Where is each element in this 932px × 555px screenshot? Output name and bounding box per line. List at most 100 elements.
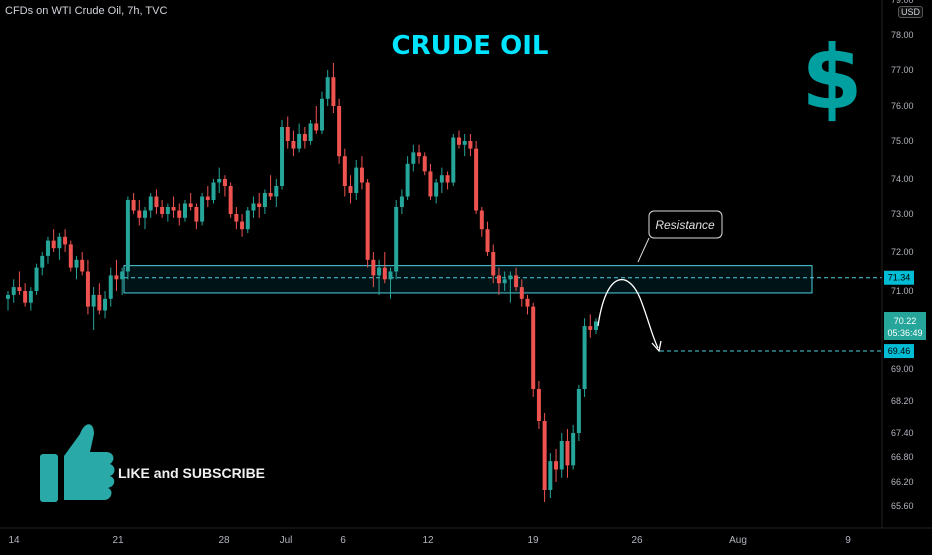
candle xyxy=(319,91,324,134)
candle-body xyxy=(399,196,404,207)
candle xyxy=(354,160,359,200)
thumbs-up-hand xyxy=(64,424,115,500)
resistance-callout-pointer xyxy=(637,237,650,263)
thumbs-up-icon xyxy=(40,424,115,502)
candle xyxy=(405,156,410,200)
like-subscribe-text: LIKE and SUBSCRIBE xyxy=(118,465,265,481)
candle-body xyxy=(354,167,359,193)
candle-body xyxy=(331,77,336,106)
candle-body xyxy=(194,207,199,222)
time-tick: 19 xyxy=(527,535,539,546)
price-tick: 69.00 xyxy=(891,364,914,374)
candle xyxy=(268,175,273,200)
candle xyxy=(371,252,376,288)
candle-body xyxy=(137,210,142,218)
candle-body xyxy=(80,259,85,272)
candle xyxy=(388,267,393,299)
candle-body xyxy=(222,179,227,186)
candle xyxy=(28,287,33,311)
candle xyxy=(331,63,336,113)
projection-arrow xyxy=(597,279,659,349)
price-tick: 66.80 xyxy=(891,452,914,462)
candle-body xyxy=(519,287,524,299)
candle xyxy=(222,175,227,197)
candle-body xyxy=(348,186,353,193)
currency-badge[interactable]: USD xyxy=(898,6,924,18)
candle xyxy=(108,267,113,307)
candle xyxy=(337,98,342,164)
candle xyxy=(514,267,519,291)
candle xyxy=(468,134,473,157)
candle xyxy=(302,127,307,149)
candle xyxy=(148,193,153,218)
candle-body xyxy=(205,196,210,200)
time-tick: 9 xyxy=(845,535,851,546)
price-tick: 68.20 xyxy=(891,396,914,406)
candle xyxy=(588,314,593,338)
candle-body xyxy=(188,203,193,207)
candle-body xyxy=(125,200,130,272)
price-tick: 75.00 xyxy=(891,136,914,146)
candle xyxy=(417,144,422,164)
time-axis[interactable]: 14 21 28 Jul 6 12 19 26 Aug 9 xyxy=(0,527,932,546)
candle-body xyxy=(262,193,267,207)
candle xyxy=(325,70,330,106)
candle xyxy=(382,252,387,284)
candle xyxy=(411,144,416,172)
candle-body xyxy=(285,127,290,141)
candle-body xyxy=(280,127,285,186)
candle-body xyxy=(34,267,39,291)
time-tick: 14 xyxy=(8,535,20,546)
candle xyxy=(525,294,530,315)
candle-body xyxy=(565,441,570,466)
thumbs-up-cuff xyxy=(40,454,58,502)
time-tick: 28 xyxy=(218,535,230,546)
countdown-label: 05:36:49 xyxy=(887,328,922,338)
candle xyxy=(45,236,50,264)
candle-body xyxy=(165,207,170,214)
time-tick: Jul xyxy=(280,535,293,546)
candle-body xyxy=(388,271,393,280)
candle-body xyxy=(582,326,587,389)
time-tick: Aug xyxy=(729,535,747,546)
candle xyxy=(6,291,10,311)
candle xyxy=(576,385,581,441)
candle xyxy=(394,200,399,280)
price-axis[interactable]: 65.6066.2066.8067.4068.2069.0070.0071.00… xyxy=(881,0,926,528)
candle xyxy=(262,189,267,214)
candle-body xyxy=(542,421,547,490)
candle xyxy=(559,433,564,478)
candle xyxy=(474,141,479,214)
candle-body xyxy=(217,179,222,183)
candle-body xyxy=(325,77,330,99)
candle-body xyxy=(554,461,559,470)
candle-body xyxy=(559,441,564,470)
candle xyxy=(11,279,16,303)
candle-body xyxy=(451,137,456,183)
candle-body xyxy=(160,207,165,214)
candle xyxy=(120,267,125,295)
candle-body xyxy=(200,196,205,222)
candle-body xyxy=(234,214,239,222)
candle-body xyxy=(576,389,581,433)
candle-body xyxy=(502,279,507,284)
resistance-zone-layer xyxy=(123,265,882,352)
candle-body xyxy=(382,267,387,280)
time-tick: 6 xyxy=(340,535,346,546)
candle-body xyxy=(131,200,136,211)
candle xyxy=(257,193,262,218)
candle xyxy=(74,255,79,280)
candle xyxy=(125,196,130,280)
candle xyxy=(508,271,513,303)
symbol-label[interactable]: CFDs on WTI Crude Oil, 7h, TVC xyxy=(5,5,168,17)
price-tick: 72.00 xyxy=(891,247,914,257)
candle xyxy=(519,279,524,307)
candle-body xyxy=(148,196,153,211)
candle xyxy=(114,259,119,291)
candle-body xyxy=(17,287,22,291)
candle-body xyxy=(319,98,324,131)
resistance-price-label: 71.34 xyxy=(888,273,911,283)
candle xyxy=(234,207,239,230)
last-price-badge xyxy=(884,312,926,340)
candle xyxy=(291,130,296,157)
